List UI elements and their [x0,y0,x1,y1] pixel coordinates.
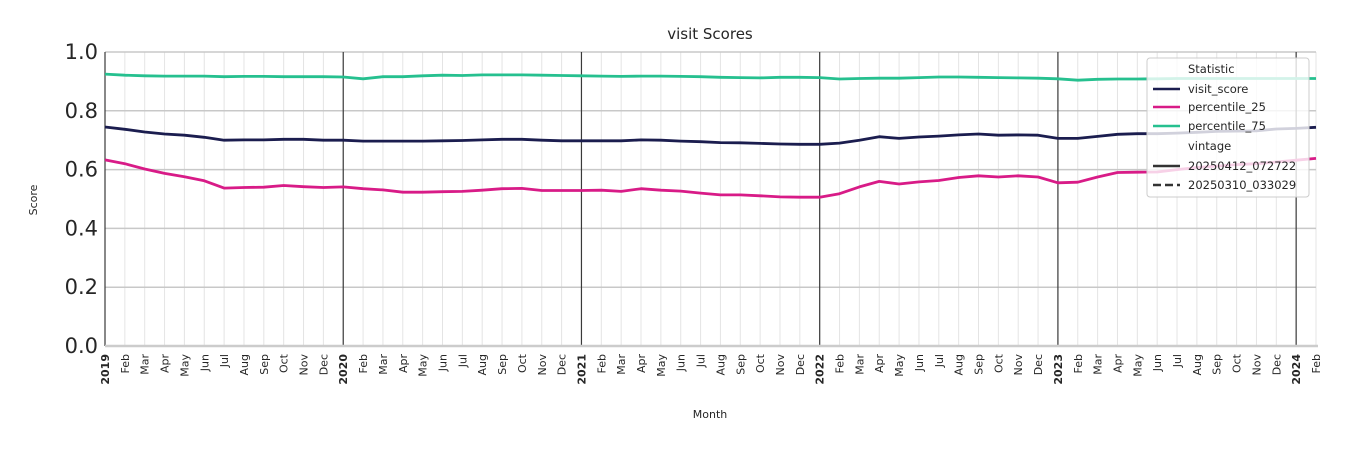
y-tick-label: 0.4 [65,216,98,240]
x-tick-month: Dec [1270,354,1283,375]
x-axis-label: Month [693,408,728,421]
x-tick-month: Apr [873,354,886,374]
x-tick-month: Feb [595,354,608,373]
x-tick-month: Jul [218,354,231,368]
x-tick-month: Mar [139,354,152,375]
legend-item-vintage-dashed: 20250310_033029 [1153,178,1296,192]
series-visit-score [104,125,1317,146]
x-tick-month: Aug [714,354,727,375]
x-tick-month: Jul [456,354,469,368]
x-tick-month: Mar [1092,354,1105,375]
legend-label: visit_score [1188,82,1248,96]
x-tick-month: Jul [933,354,946,368]
x-tick-month: Jun [436,354,449,372]
x-tick-month: Sep [1211,354,1224,375]
x-tick-month: Nov [774,354,787,376]
axes [104,52,1318,348]
x-tick-month: Nov [1012,354,1025,376]
x-tick-month: Jun [675,354,688,372]
x-tick-month: Sep [496,354,509,375]
x-tick-year: 2021 [575,354,588,385]
series-percentile-75 [104,72,1316,82]
x-tick-month: Apr [397,354,410,374]
y-tick-label: 1.0 [65,40,98,64]
legend-label: 20250412_072722 [1188,159,1296,173]
x-tick-month: Feb [834,354,847,373]
legend-label: 20250310_033029 [1188,178,1296,192]
x-tick-month: May [1131,354,1144,377]
y-tick-label: 0.0 [65,334,98,358]
x-tick-year: 2023 [1052,354,1065,385]
x-tick-month: Jul [695,354,708,368]
y-axis-label: Score [27,184,40,215]
x-tick-month: Dec [794,354,807,375]
legend: Statistic visit_score percentile_25 perc… [1146,57,1310,198]
x-tick-month: Dec [556,354,569,375]
y-tick-label: 0.6 [65,158,98,182]
legend-label: percentile_75 [1188,119,1266,133]
x-tick-month: Feb [357,354,370,373]
legend-item-percentile-75: percentile_75 [1153,119,1266,133]
x-tick-month: Apr [635,354,648,374]
legend-item-percentile-25: percentile_25 [1153,100,1266,114]
x-tick-month: Oct [754,353,767,373]
x-tick-month: Dec [1032,354,1045,375]
x-tick-month: Oct [992,353,1005,373]
y-tick-label: 0.8 [65,99,98,123]
x-tick-month: Dec [317,354,330,375]
x-tick-month: Jul [1171,354,1184,368]
x-tick-month: Sep [973,354,986,375]
x-tick-month: Aug [1191,354,1204,375]
x-tick-year: 2020 [337,354,350,385]
grid-lines [104,51,1317,347]
x-tick-month: Sep [734,354,747,375]
x-tick-labels: 2019 Feb Mar Apr May Jun Jul Aug Sep Oct Nov Dec 202… [99,353,1323,384]
y-tick-labels: 0.0 0.2 0.4 0.6 0.8 1.0 [65,40,98,358]
legend-item-visit-score: visit_score [1153,82,1248,96]
legend-item-vintage-solid: 20250412_072722 [1153,159,1296,173]
x-tick-month: Jun [1151,354,1164,372]
legend-label: percentile_25 [1188,100,1266,114]
x-tick-month: Jun [913,354,926,372]
x-tick-month: Aug [238,354,251,375]
x-tick-month: Sep [258,354,271,375]
x-tick-month: Aug [476,354,489,375]
x-tick-month: Apr [159,354,172,374]
x-tick-year: 2024 [1290,354,1303,385]
x-tick-month: Jun [198,354,211,372]
y-tick-label: 0.2 [65,275,98,299]
x-tick-month: May [655,354,668,377]
x-tick-month: Feb [119,354,132,373]
x-tick-month: May [178,354,191,377]
x-tick-month: Nov [1250,354,1263,376]
x-tick-month: Mar [853,354,866,375]
x-tick-month: Apr [1111,354,1124,374]
x-tick-month: Feb [1072,354,1085,373]
x-tick-month: Mar [377,354,390,375]
legend-title-vintage: vintage [1188,139,1231,153]
x-tick-month: May [893,354,906,377]
x-tick-month: Nov [298,354,311,376]
x-tick-year: 2019 [99,354,112,385]
x-tick-month: Aug [953,354,966,375]
x-tick-month: Mar [615,354,628,375]
chart-title: visit Scores [667,25,753,43]
legend-title-statistic: Statistic [1188,62,1235,76]
x-tick-month: Feb [1310,354,1323,373]
x-tick-month: Nov [536,354,549,376]
x-tick-month: Oct [516,353,529,373]
x-tick-month: Oct [1231,353,1244,373]
series-percentile-25 [104,157,1317,199]
series-lines [104,72,1317,199]
legend-box [1146,57,1310,198]
x-tick-month: May [417,354,430,377]
x-tick-month: Oct [278,353,291,373]
x-tick-year: 2022 [814,354,827,385]
